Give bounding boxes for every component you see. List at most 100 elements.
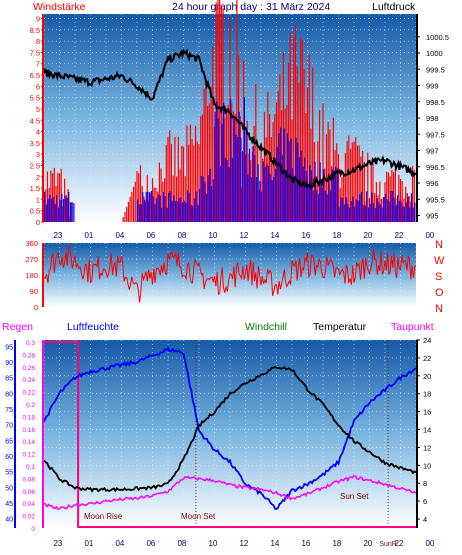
temp-y-tick: 22 xyxy=(423,354,431,363)
temp-y-tick: 18 xyxy=(423,390,431,399)
temp-x-tick: 10 xyxy=(208,539,217,548)
wind-x-tick: 23 xyxy=(53,231,62,240)
temp-y-tick: 14 xyxy=(423,426,431,435)
wind-y-tick: 3 xyxy=(36,150,40,159)
wind-y-tick: 8 xyxy=(36,37,40,46)
legend-luftfeuchte: Luftfeuchte xyxy=(67,321,119,333)
pressure-y-tick: 996.5 xyxy=(426,163,445,172)
annotation-sun-set: Sun Set xyxy=(340,492,369,501)
wind-y-tick: 5.5 xyxy=(30,94,40,103)
pressure-y-tick: 998.5 xyxy=(426,98,445,107)
direction-line xyxy=(43,245,417,303)
temperature-line xyxy=(43,365,417,493)
wind-y-tick: 4 xyxy=(36,128,40,137)
rain-y-tick: 0.24 xyxy=(22,377,35,384)
legend-regen: Regen xyxy=(2,321,33,333)
wind-y-tick: 0 xyxy=(36,218,40,227)
humidity-y-tick: 45 xyxy=(5,501,13,508)
legend-temperatur: Temperatur xyxy=(313,321,367,333)
temp-x-tick: 00 xyxy=(425,539,434,548)
rain-line xyxy=(44,341,416,528)
wind-y-tick: 4.5 xyxy=(30,116,40,125)
header-left: Windstärke xyxy=(33,1,86,13)
pressure-y-tick: 998 xyxy=(426,114,439,123)
rain-y-tick: 0.04 xyxy=(22,501,35,508)
compass-s: S xyxy=(435,271,442,283)
pressure-line xyxy=(43,48,417,190)
pressure-y-tick: 997.5 xyxy=(426,130,445,139)
wind-y-tick: 2 xyxy=(36,173,40,182)
humidity-y-tick: 80 xyxy=(5,391,13,398)
pressure-y-tick: 995.5 xyxy=(426,195,445,204)
wind-y-tick: 7.5 xyxy=(30,48,40,57)
humidity-y-tick: 95 xyxy=(5,344,13,351)
temp-x-tick: 18 xyxy=(332,539,341,548)
pressure-y-tick: 1000 xyxy=(426,49,443,58)
rain-y-tick: 0.1 xyxy=(26,464,35,471)
temp-y-tick: 12 xyxy=(423,443,431,452)
dir-y-tick: 180 xyxy=(25,271,38,280)
wind-x-tick: 14 xyxy=(270,231,279,240)
dewpoint-line xyxy=(43,474,417,511)
wind-x-tick: 08 xyxy=(177,231,186,240)
pressure-y-tick: 999 xyxy=(426,82,439,91)
wind-y-tick: 9 xyxy=(36,15,40,24)
temp-y-tick: 24 xyxy=(423,336,431,345)
humidity-y-tick: 40 xyxy=(5,517,13,524)
temp-y-tick: 20 xyxy=(423,372,431,381)
rain-y-tick: 0.08 xyxy=(22,476,35,483)
wind-x-tick: 12 xyxy=(239,231,248,240)
wind-y-tick: 0.5 xyxy=(30,207,40,216)
temp-humidity-plot: 0 0.02 0.04 0.06 0.08 0.1 0.12 0.14 0.16 0.18 0.2 0… xyxy=(5,336,435,548)
temp-y-tick: 6 xyxy=(423,497,427,506)
compass-w: W xyxy=(434,255,445,267)
temp-x-tick: 04 xyxy=(115,539,124,548)
compass-n-top: N xyxy=(435,239,443,251)
wind-y-tick: 2.5 xyxy=(30,161,40,170)
pressure-y-tick: 996 xyxy=(426,179,439,188)
dir-y-tick: 0 xyxy=(34,303,38,312)
temp-x-tick: 16 xyxy=(301,539,310,548)
humidity-y-tick: 55 xyxy=(5,470,13,477)
sun-rise-tick: SunR xyxy=(379,541,397,548)
wind-x-tick: 04 xyxy=(115,231,124,240)
wind-y-tick: 5 xyxy=(36,105,40,114)
wind-y-tick: 6 xyxy=(36,82,40,91)
wind-y-tick: 8.5 xyxy=(30,26,40,35)
wind-y-tick: 1 xyxy=(36,195,40,204)
rain-y-tick: 0 xyxy=(31,526,35,533)
dir-y-tick: 270 xyxy=(25,255,38,264)
annotation-moon-set: Moon Set xyxy=(181,512,216,521)
wind-y-tick: 6.5 xyxy=(30,71,40,80)
temp-x-tick: 20 xyxy=(363,539,372,548)
wind-pressure-plot: 0 0.5 1 1.5 2 2.5 3 3.5 4 4.5 5 5.5 6 6.5 7 7.5 8 8.5 9 995… xyxy=(30,0,449,240)
humidity-y-tick: 85 xyxy=(5,376,13,383)
temp-y-tick: 16 xyxy=(423,408,431,417)
temp-x-tick: 01 xyxy=(84,539,93,548)
temp-x-tick: 23 xyxy=(53,539,62,548)
temp-x-tick: 08 xyxy=(177,539,186,548)
wind-x-tick: 00 xyxy=(425,231,434,240)
rain-y-tick: 0.02 xyxy=(22,514,35,521)
wind-x-tick: 01 xyxy=(84,231,93,240)
wind-x-tick: 16 xyxy=(301,231,310,240)
temp-y-tick: 10 xyxy=(423,461,431,470)
wind-direction-plot: 0 90 180 270 360 xyxy=(25,239,417,312)
legend-windchill: Windchill xyxy=(245,321,287,333)
temp-y-tick: 4 xyxy=(423,515,427,524)
rain-y-tick: 0.06 xyxy=(22,489,35,496)
rain-y-tick: 0.12 xyxy=(22,452,35,459)
dir-y-tick: 360 xyxy=(25,239,38,248)
wind-x-tick: 20 xyxy=(363,231,372,240)
wind-x-tick: 18 xyxy=(332,231,341,240)
humidity-y-tick: 50 xyxy=(5,485,13,492)
rain-y-tick: 0.28 xyxy=(22,352,35,359)
header-center: 24 hour graph day : 31 März 2024 xyxy=(172,1,330,13)
pressure-y-tick: 995 xyxy=(426,212,439,221)
humidity-y-tick: 70 xyxy=(5,423,13,430)
temp-x-tick: 12 xyxy=(239,539,248,548)
rain-y-tick: 0.2 xyxy=(26,402,35,409)
legend-taupunkt: Taupunkt xyxy=(391,321,434,333)
wind-x-tick: 06 xyxy=(146,231,155,240)
